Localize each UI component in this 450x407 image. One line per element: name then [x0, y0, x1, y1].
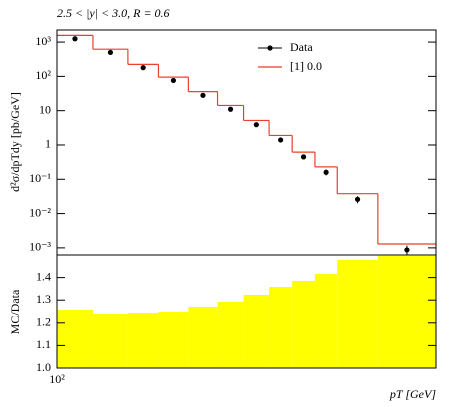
ratio-frame	[56, 254, 437, 369]
ratio-band	[127, 313, 159, 368]
data-point	[404, 247, 410, 253]
legend-label: [1] 0.0	[290, 59, 322, 73]
legend-label: Data	[290, 40, 313, 54]
data-point	[323, 169, 329, 175]
data-point	[107, 49, 114, 56]
ratio-band	[337, 259, 378, 368]
y-tick-label: 10⁻¹	[29, 171, 51, 185]
ratio-band	[269, 287, 293, 368]
x-tick-label: 10²	[49, 372, 65, 386]
y-tick-label: 1	[45, 137, 51, 151]
ratio-y-tick-label: 1.3	[36, 292, 51, 306]
ratio-band	[188, 306, 218, 368]
data-point	[140, 65, 146, 71]
ratio-y-tick-label: 1.0	[36, 360, 51, 374]
data-point	[354, 196, 361, 202]
ratio-band	[158, 311, 189, 368]
ratio-band	[243, 295, 270, 368]
ratio-band	[377, 255, 436, 368]
data-point	[72, 36, 78, 42]
x-axis-label: pT [GeV]	[389, 387, 436, 401]
y-tick-label: 10³	[35, 34, 51, 48]
ratio-band	[92, 313, 128, 368]
ratio-y-tick-label: 1.4	[36, 269, 51, 283]
ratio-band	[57, 309, 93, 368]
data-point	[200, 92, 206, 98]
ratio-y-label: MC/Data	[8, 289, 22, 334]
ratio-y-tick-label: 1.1	[36, 337, 51, 351]
ratio-band	[314, 273, 338, 368]
main-frame	[56, 29, 437, 256]
ratio-band	[292, 280, 315, 368]
chart-title: 2.5 < |y| < 3.0, R = 0.6	[57, 6, 170, 20]
data-point	[300, 154, 307, 160]
legend-data-marker	[267, 45, 273, 51]
ratio-band	[217, 302, 244, 368]
y-tick-label: 10	[39, 102, 51, 116]
y-tick-label: 10⁻³	[29, 240, 51, 254]
y-tick-label: 10⁻²	[29, 205, 51, 219]
data-point	[170, 77, 177, 84]
data-point	[253, 122, 259, 128]
y-axis-label: d²σ/dpTdy [pb/GeV]	[8, 92, 22, 192]
y-tick-label: 10²	[35, 68, 51, 82]
ratio-y-tick-label: 1.2	[36, 315, 51, 329]
data-point	[278, 137, 284, 143]
data-point	[227, 106, 234, 112]
